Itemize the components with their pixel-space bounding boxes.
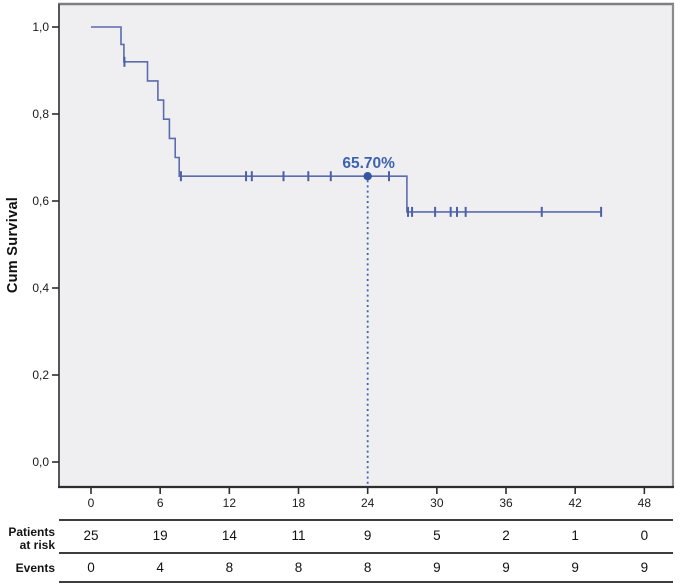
x-tick-label: 30	[430, 496, 444, 510]
patients-at-risk-count: 1	[571, 528, 579, 543]
events-count: 8	[363, 560, 372, 575]
patients-at-risk-count: 9	[363, 528, 372, 543]
events-count: 8	[225, 560, 234, 575]
patients-at-risk-count: 5	[433, 528, 441, 543]
events-count: 9	[571, 560, 579, 575]
x-tick-label: 48	[638, 496, 652, 510]
events-row-label: Events	[0, 562, 55, 575]
risk-row-label: Patients at risk	[0, 526, 55, 551]
patients-at-risk-count: 25	[83, 528, 99, 543]
x-tick-label: 6	[157, 496, 164, 510]
events-count: 4	[156, 560, 164, 575]
y-tick-label: 0,0	[32, 455, 49, 469]
patients-at-risk-table: Patients at risk Events 25 19 14 11 9 5 2 1 0 0 4…	[0, 510, 680, 588]
axes: 0,0 0,2 0,4 0,6 0,8 1,0 0 6 12 18 24 30 36 42 48	[32, 2, 675, 510]
events-count: 9	[502, 560, 510, 575]
x-tick-label: 0	[88, 496, 95, 510]
table-rule-bottom	[59, 581, 673, 583]
patients-at-risk-count: 19	[152, 528, 168, 543]
patients-at-risk-count: 0	[640, 528, 649, 543]
y-tick-label: 0,2	[32, 368, 49, 382]
events-count: 0	[87, 560, 95, 575]
survival-step-curve	[91, 26, 602, 213]
events-count: 9	[640, 560, 649, 575]
patients-at-risk-count: 14	[221, 528, 237, 543]
patients-at-risk-count: 11	[291, 528, 306, 543]
patients-at-risk-count: 2	[502, 528, 510, 543]
annotation-label: 65.70%	[342, 155, 395, 172]
events-row-label-line1: Events	[15, 561, 55, 575]
table-rule-middle	[59, 552, 673, 554]
y-tick-label: 1,0	[32, 20, 49, 34]
y-tick-label: 0,8	[32, 107, 49, 121]
annotation-point-marker	[363, 172, 372, 181]
plot-area	[59, 4, 673, 487]
x-tick-label: 36	[499, 496, 513, 510]
table-rule-top	[59, 519, 673, 521]
y-tick-label: 0,6	[32, 194, 49, 208]
y-axis-title: Cum Survival	[5, 197, 21, 293]
x-tick-label: 12	[223, 496, 237, 510]
x-tick-label: 18	[292, 496, 306, 510]
censor-marks	[123, 56, 603, 217]
risk-row-label-line2: at risk	[19, 537, 55, 552]
risk-row-label-line1: Patients	[8, 525, 55, 539]
x-tick-label: 24	[361, 496, 375, 510]
x-tick-label: 42	[568, 496, 582, 510]
events-count: 9	[433, 560, 441, 575]
y-tick-label: 0,4	[32, 281, 49, 295]
survival-chart: 0,0 0,2 0,4 0,6 0,8 1,0 0 6 12 18 24 30 36 42 48 65.70…	[5, 2, 675, 510]
events-count: 8	[294, 560, 303, 575]
